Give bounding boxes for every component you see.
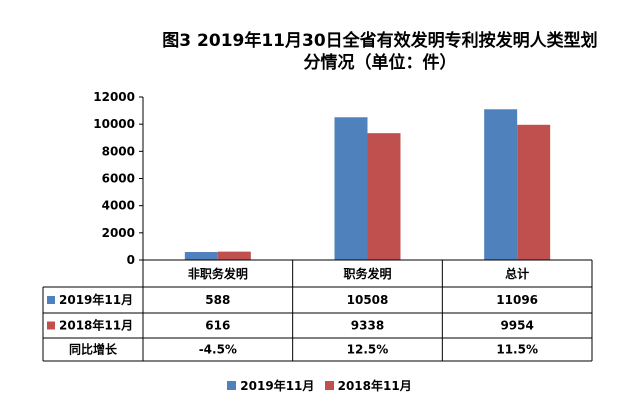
- legend-swatch-2019: [227, 381, 237, 390]
- legend-swatch-2018: [324, 381, 334, 390]
- bar-2019-0: [184, 252, 218, 260]
- bar-2018-0: [217, 251, 251, 260]
- y-tick-label-5: 10000: [93, 117, 135, 131]
- table-swatch-0: [47, 296, 55, 304]
- table-row-label-0: 2019年11月: [59, 292, 133, 307]
- table-cell-0-1: 10508: [347, 293, 389, 307]
- category-label-2: 总计: [505, 266, 529, 281]
- y-tick-label-2: 4000: [102, 199, 135, 213]
- legend-item-2019: 2019年11月: [227, 377, 314, 394]
- table-cell-0-2: 11096: [496, 293, 538, 307]
- table-cell-1-0: 616: [205, 319, 230, 333]
- table-cell-0-0: 588: [205, 293, 230, 307]
- y-tick-label-6: 12000: [93, 90, 135, 104]
- y-tick-label-0: 0: [127, 253, 135, 267]
- category-label-1: 职务发明: [343, 266, 391, 281]
- table-row-label-1: 2018年11月: [59, 318, 133, 333]
- chart-title: 图3 2019年11月30日全省有效发明专利按发明人类型划 分情况（单位：件）: [130, 30, 630, 74]
- y-tick-label-1: 2000: [102, 226, 135, 240]
- bar-2018-1: [367, 133, 401, 260]
- legend: 2019年11月 2018年11月: [0, 377, 639, 394]
- bar-2019-2: [484, 109, 518, 261]
- legend-label-2019: 2019年11月: [240, 379, 315, 393]
- legend-label-2018: 2018年11月: [337, 379, 412, 393]
- table-cell-1-2: 9954: [500, 319, 533, 333]
- bar-2019-1: [334, 117, 368, 261]
- bar-2018-2: [517, 124, 551, 260]
- table-swatch-1: [47, 321, 55, 330]
- chart-title-line2: 分情况（单位：件）: [303, 53, 457, 73]
- category-label-0: 非职务发明: [188, 266, 248, 281]
- y-tick-label-4: 8000: [102, 144, 135, 158]
- y-tick-label-3: 6000: [102, 172, 135, 186]
- table-cell-1-1: 9338: [351, 319, 384, 333]
- table-cell-2-1: 12.5%: [347, 343, 389, 357]
- table-row-label-2: 同比增长: [69, 342, 118, 357]
- legend-item-2018: 2018年11月: [324, 377, 412, 394]
- chart-title-line1: 图3 2019年11月30日全省有效发明专利按发明人类型划: [162, 31, 598, 51]
- table-cell-2-0: -4.5%: [199, 343, 237, 357]
- table-cell-2-2: 11.5%: [496, 343, 538, 357]
